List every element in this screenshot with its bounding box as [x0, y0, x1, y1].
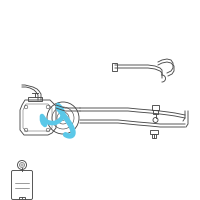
Bar — [19, 197, 25, 200]
Bar — [153, 110, 158, 114]
Bar — [152, 134, 156, 138]
Bar — [112, 63, 117, 71]
Bar — [150, 130, 158, 134]
Bar — [28, 97, 42, 101]
Bar — [152, 105, 159, 110]
